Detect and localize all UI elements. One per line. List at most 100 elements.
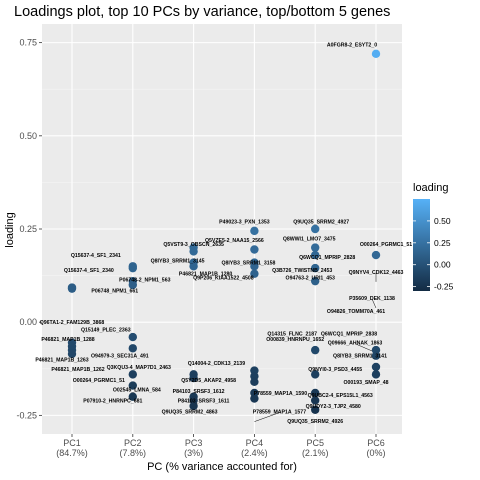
point-label: Q8WWI1_LMO7_3475 [283,236,336,242]
point-label: P49023-3_PXN_1353 [219,220,270,226]
point-label: P07910-2_HNRNPC_681 [83,398,142,404]
data-point [189,262,198,271]
point-label: Q8IYB3_SRRM1_3145 [151,259,205,265]
point-label: Q15149_PLEC_2363 [81,328,131,334]
point-label: P46821_MAP1B_1262 [51,367,104,373]
point-label: Q3KQU3-4_MAP7D1_2463 [107,365,171,371]
point-label: Q14004-2_CDK13_2139 [188,361,246,367]
x-tick-label: PC3 [185,438,203,448]
data-point [189,247,198,256]
point-label: O00264_PGRMC1_51 [360,242,412,248]
data-point [189,401,198,411]
point-label: P46821_MAP1B_1263 [35,357,88,363]
legend-tick-label: 0.25 [434,238,451,248]
point-label: Q15637-4_SF1_2341 [71,253,121,259]
points-layer [67,49,381,414]
y-tick-label: 0.50 [19,131,37,141]
data-point [128,344,137,353]
x-tick-label: PC5 [306,438,324,448]
x-tick-label: PC4 [246,438,264,448]
data-point [128,280,137,290]
point-label: Q6WCQ1_MPRIP_2838 [321,331,377,337]
point-label: Q8IYB3_SRRM1_3158 [221,261,275,267]
color-legend: loading 0.50 0.25 0.00 -0.25 [413,182,454,292]
point-label: O00839_HNRNPU_1652 [266,337,324,343]
data-point [128,263,137,273]
legend-tick-label: -0.25 [434,282,454,292]
point-label: O94826_TOMM70A_461 [327,309,385,315]
point-label: P06748-2_NPM1_563 [119,277,170,283]
point-label: Q3B726_TWISTNB_2453 [272,268,332,274]
data-point [311,263,320,273]
point-label: O02545_LMNA_584 [113,387,161,393]
x-tick-sublabel: (2.1%) [302,448,329,458]
y-tick-label: 0.25 [19,224,37,234]
data-point [311,345,320,355]
y-tick-label: -0.25 [16,410,37,420]
x-axis: PC1(84.7%) PC2(7.8%) PC3(3%) PC4(2.4%) PC5(2… [56,434,386,458]
data-point [67,349,77,359]
data-point [250,262,259,271]
data-point [371,250,381,260]
point-label: O94979-3_SEC31A_491 [91,354,149,360]
point-label: Q9UBC2-4_EPS15L1_4563 [308,393,373,399]
point-label: Q96TA1-2_FAM129B_3868 [40,320,105,326]
data-point [311,388,320,398]
data-point [371,351,381,360]
label-leader-line [371,298,377,309]
point-label: Q9UDY2-3_TJP2_4580 [306,404,361,410]
data-point [371,370,381,379]
point-label: P06748_NPM1_661 [91,289,138,295]
data-point [189,373,198,383]
legend-tick-label: 0.50 [434,216,451,226]
data-point [250,245,259,254]
legend-ticks: 0.50 0.25 0.00 -0.25 [413,216,454,292]
point-label: Q5Y2D5_AKAP2_4958 [181,378,236,384]
x-tick-label: PC1 [63,438,81,448]
data-point [250,269,259,278]
y-axis: -0.25 0.00 0.25 0.50 0.75 [16,38,42,420]
point-label: O94763-2_URI1_453 [286,275,335,281]
data-point [311,243,320,252]
legend-tick-label: 0.00 [434,260,451,270]
y-tick-label: 0.00 [19,317,37,327]
y-axis-title: loading [4,212,16,247]
x-tick-sublabel: (2.4%) [241,448,268,458]
x-tick-label: PC6 [367,438,385,448]
y-tick-label: 0.75 [19,38,37,48]
point-label: O00264_PGRMC1_51 [73,378,125,384]
x-tick-sublabel: (7.8%) [120,448,147,458]
point-label: Q09666_AHNAK_1863 [328,341,383,347]
legend-title: loading [413,182,448,194]
point-label: P78559_MAP1A_1590 [254,391,307,397]
data-point [311,370,320,379]
chart-title: Loadings plot, top 10 PCs by variance, t… [14,4,390,20]
data-point [128,370,137,379]
point-label: Q5VST9-3_OBSCN_2635 [163,242,224,248]
point-labels: A0FGR8-2_ESYT2_0 O00264_PGRMC1_51 Q9NYV4_C… [35,43,412,425]
data-point [311,396,320,405]
point-label: Q9P206_KIAA1522_4508 [193,275,254,281]
point-label: A0FGR8-2_ESYT2_0 [327,43,377,49]
point-label: P46821_MAP1B_1280 [179,272,232,278]
data-point [250,377,259,387]
point-label: Q14315_FLNC_2187 [267,331,317,337]
point-label: Q9NYI0-3_PSD3_4455 [308,367,362,373]
point-label: Q9UQ35_SRRM2_4927 [293,220,349,226]
point-label: Q9NYV4_CDK12_4463 [349,270,404,276]
label-leader-line [254,412,280,422]
point-label: Q9UQ35_SRRM2_4926 [287,419,343,425]
point-label: P46821_MAP1B_1288 [41,337,94,343]
x-axis-title: PC (% variance accounted for) [147,461,297,473]
data-point [67,284,77,293]
point-label: P84103_SRSF3_1612 [173,389,225,395]
x-tick-sublabel: (3%) [184,448,203,458]
data-point [128,392,137,401]
grid-minor [42,88,402,370]
point-label: P78559_MAP1A_1577 [253,410,306,416]
point-label: O00193_SMAP_48 [344,380,389,386]
point-label: P35609_DEK_1138 [349,296,395,302]
data-point [371,362,381,372]
data-point [311,276,320,286]
